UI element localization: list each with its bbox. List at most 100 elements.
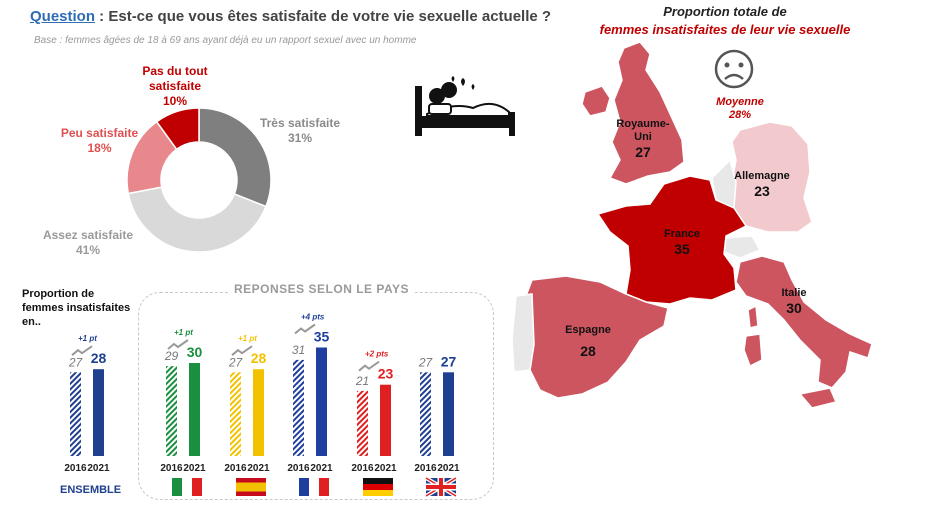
map-allemagne <box>731 121 813 233</box>
map-title-1: Proportion totale de <box>663 4 787 19</box>
bar-5-0 <box>420 372 431 456</box>
donut-slice-0 <box>198 107 272 208</box>
label-tres-pct: 31% <box>287 131 313 145</box>
moyenne-name: Moyenne <box>716 96 764 108</box>
bar-1-0 <box>166 366 177 456</box>
map-title-2: femmes insatisfaites de leur vie sexuell… <box>599 22 851 37</box>
country-france-name: France <box>663 228 701 240</box>
question-text: : Est-ce que vous êtes satisfaite de vot… <box>95 8 552 25</box>
question-title: Question : Est-ce que vous êtes satisfai… <box>30 8 551 25</box>
bar-value-2-0: 27 <box>228 355 244 369</box>
map-ireland <box>581 85 611 117</box>
country-italie-name: Italie <box>781 287 807 299</box>
bar-value-2-1: 28 <box>251 350 267 366</box>
flag-allemagne <box>363 478 393 496</box>
flag-france <box>299 478 329 496</box>
map-france <box>596 175 748 305</box>
bar-3-0 <box>293 359 304 456</box>
question-base: Base : femmes âgées de 18 à 69 ans ayant… <box>34 35 417 46</box>
bar-trend-arrow-0 <box>71 345 93 356</box>
map-corse <box>747 304 759 329</box>
bar-delta-4: +2 pts <box>365 350 389 359</box>
label-assez-name: Assez satisfaite <box>42 228 134 242</box>
bar-year-4-0: 2016 <box>351 463 374 474</box>
bar-value-4-1: 23 <box>378 366 394 382</box>
label-peu-name: Peu satisfaite <box>60 126 139 140</box>
bar-4-0 <box>357 390 368 456</box>
bar-5-1 <box>443 372 454 456</box>
bar-year-3-1: 2021 <box>310 463 333 474</box>
bar-delta-2: +1 pt <box>238 334 257 343</box>
bar-trend-arrow-1 <box>167 339 189 350</box>
flag-royaume-uni <box>424 476 458 498</box>
bar-year-4-1: 2021 <box>374 463 397 474</box>
bar-3-1 <box>316 347 327 456</box>
country-allemagne-value: 23 <box>754 183 770 199</box>
bar-year-5-0: 2016 <box>414 463 437 474</box>
moyenne-label: Moyenne 28% <box>700 96 780 122</box>
bar-delta-0: +1 pt <box>78 334 97 343</box>
bar-trend-arrow-2 <box>231 345 253 356</box>
bar-year-1-1: 2021 <box>183 463 206 474</box>
bed-couple-icon <box>415 76 515 136</box>
label-assez-pct: 41% <box>75 243 101 257</box>
ensemble-label: ENSEMBLE <box>60 484 122 496</box>
country-france: France 35 <box>652 228 712 256</box>
bar-0-1 <box>93 369 104 456</box>
country-italie: Italie 30 <box>766 287 822 315</box>
bar-value-0-0: 27 <box>68 355 84 369</box>
country-italie-value: 30 <box>786 300 802 316</box>
bar-value-3-0: 31 <box>292 343 305 357</box>
bar-year-2-1: 2021 <box>247 463 270 474</box>
flag-italie <box>172 478 202 496</box>
label-pas-du-tout-pct: 10% <box>162 94 188 108</box>
bar-delta-3: +4 pts <box>301 313 325 322</box>
bar-4-1 <box>380 384 391 456</box>
country-royaume-uni-name-2: Uni <box>634 131 652 143</box>
sad-face-icon <box>714 49 754 89</box>
map-sicile <box>798 387 838 409</box>
donut-slice-1 <box>127 186 267 253</box>
question-label: Question <box>30 8 96 25</box>
bar-trend-arrow-3 <box>294 323 316 335</box>
label-pas-du-tout-name: Pas du tout satisfaite <box>142 64 208 93</box>
bar-year-0-0: 2016 <box>64 463 87 474</box>
country-espagne-name: Espagne <box>565 324 611 336</box>
bar-value-1-1: 30 <box>187 344 203 360</box>
panel-title: REPONSES SELON LE PAYS <box>228 282 416 296</box>
bar-value-0-1: 28 <box>91 350 107 366</box>
map-italie <box>735 255 873 389</box>
bar-year-5-1: 2021 <box>437 463 460 474</box>
bar-2-0 <box>230 372 241 456</box>
flag-espagne <box>236 478 266 496</box>
label-assez: Assez satisfaite 41% <box>38 228 138 258</box>
label-peu: Peu satisfaite 18% <box>52 126 147 156</box>
bar-year-1-0: 2016 <box>160 463 183 474</box>
country-royaume-uni-value: 27 <box>635 144 651 160</box>
bar-delta-1: +1 pt <box>174 328 193 337</box>
bar-value-4-0: 21 <box>355 374 369 388</box>
label-peu-pct: 18% <box>87 141 112 155</box>
bar-value-3-1: 35 <box>314 329 330 345</box>
country-royaume-uni-name-1: Royaume- <box>616 118 670 130</box>
bar-year-0-1: 2021 <box>87 463 110 474</box>
bar-value-5-1: 27 <box>441 353 457 369</box>
bars-y-label: Proportion de femmes insatisfaites en.. <box>22 288 131 328</box>
label-tres-name: Très satisfaite <box>259 116 341 130</box>
bar-year-2-0: 2016 <box>224 463 247 474</box>
country-france-value: 35 <box>674 241 690 257</box>
bar-value-1-0: 29 <box>164 349 179 363</box>
bar-year-3-0: 2016 <box>287 463 310 474</box>
label-tres: Très satisfaite 31% <box>255 116 345 146</box>
country-espagne: Espagne 28 <box>556 324 620 358</box>
map-royaume-uni <box>608 41 685 185</box>
bar-0-0 <box>70 372 81 456</box>
label-pas-du-tout: Pas du tout satisfaite 10% <box>120 64 230 109</box>
country-espagne-value: 28 <box>580 343 596 359</box>
map-portugal <box>511 293 535 373</box>
bar-2-1 <box>253 369 264 456</box>
country-allemagne-name: Allemagne <box>734 170 790 182</box>
country-royaume-uni: Royaume- Uni 27 <box>608 118 678 159</box>
